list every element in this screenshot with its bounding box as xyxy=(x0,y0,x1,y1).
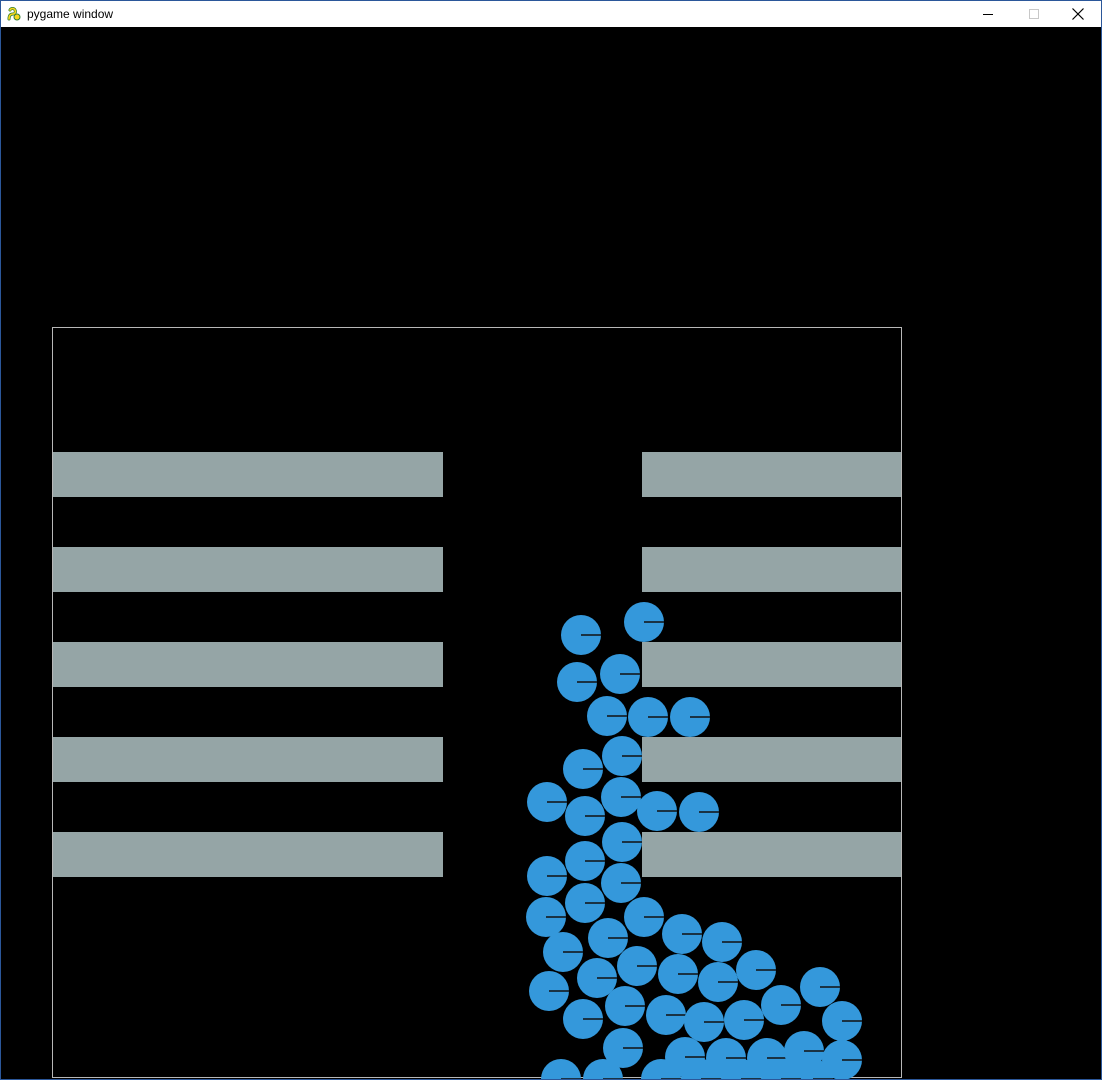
shelf-right-2 xyxy=(642,547,901,592)
ball xyxy=(526,897,566,937)
ball xyxy=(601,863,641,903)
ball xyxy=(721,1059,761,1079)
ball xyxy=(617,946,657,986)
ball xyxy=(724,1000,764,1040)
ball xyxy=(587,696,627,736)
ball xyxy=(624,897,664,937)
ball xyxy=(565,883,605,923)
shelf-right-5 xyxy=(642,832,901,877)
ball xyxy=(624,602,664,642)
ball xyxy=(605,986,645,1026)
maximize-button[interactable] xyxy=(1011,1,1057,27)
ball xyxy=(822,1040,862,1079)
shelf-left-5 xyxy=(53,832,443,877)
ball xyxy=(527,782,567,822)
ball xyxy=(761,1059,801,1079)
ball xyxy=(628,697,668,737)
game-scene xyxy=(52,327,902,1079)
ball xyxy=(736,950,776,990)
ball xyxy=(658,954,698,994)
maximize-icon xyxy=(1029,9,1039,19)
ball xyxy=(529,971,569,1011)
ball xyxy=(601,777,641,817)
ball-layer xyxy=(526,602,862,1079)
shelf-right-4 xyxy=(642,737,901,782)
ball xyxy=(793,1059,833,1079)
ball xyxy=(588,918,628,958)
ball xyxy=(670,697,710,737)
close-icon xyxy=(1072,8,1084,20)
ball xyxy=(698,962,738,1002)
ball xyxy=(761,985,801,1025)
shelf-left-4 xyxy=(53,737,443,782)
ball xyxy=(541,1059,581,1079)
ball xyxy=(681,1059,721,1079)
ball xyxy=(557,662,597,702)
ball xyxy=(641,1059,681,1079)
shelf-left-1 xyxy=(53,452,443,497)
shelf-right-3 xyxy=(642,642,901,687)
game-canvas[interactable] xyxy=(1,27,1101,1079)
ball xyxy=(602,822,642,862)
pygame-snake-icon xyxy=(7,7,21,21)
title-bar[interactable]: pygame window xyxy=(1,1,1101,27)
ball xyxy=(603,1028,643,1068)
ball xyxy=(527,856,567,896)
ball xyxy=(702,922,742,962)
ball xyxy=(646,995,686,1035)
ball xyxy=(662,914,702,954)
ball xyxy=(600,654,640,694)
ball xyxy=(563,749,603,789)
minimize-icon xyxy=(983,14,993,15)
ball xyxy=(800,967,840,1007)
ball xyxy=(679,792,719,832)
ball xyxy=(543,932,583,972)
ball xyxy=(565,841,605,881)
ball xyxy=(565,796,605,836)
shelf-left-3 xyxy=(53,642,443,687)
shelf-layer xyxy=(53,452,901,877)
ball xyxy=(583,1059,623,1079)
ball xyxy=(563,999,603,1039)
ball xyxy=(602,736,642,776)
close-button[interactable] xyxy=(1055,1,1101,27)
ball xyxy=(684,1002,724,1042)
container-outline xyxy=(52,327,902,1078)
window-title: pygame window xyxy=(27,7,114,21)
ball xyxy=(577,958,617,998)
shelf-right-1 xyxy=(642,452,901,497)
ball xyxy=(822,1001,862,1041)
minimize-button[interactable] xyxy=(965,1,1011,27)
shelf-left-2 xyxy=(53,547,443,592)
ball xyxy=(637,791,677,831)
ball xyxy=(561,615,601,655)
